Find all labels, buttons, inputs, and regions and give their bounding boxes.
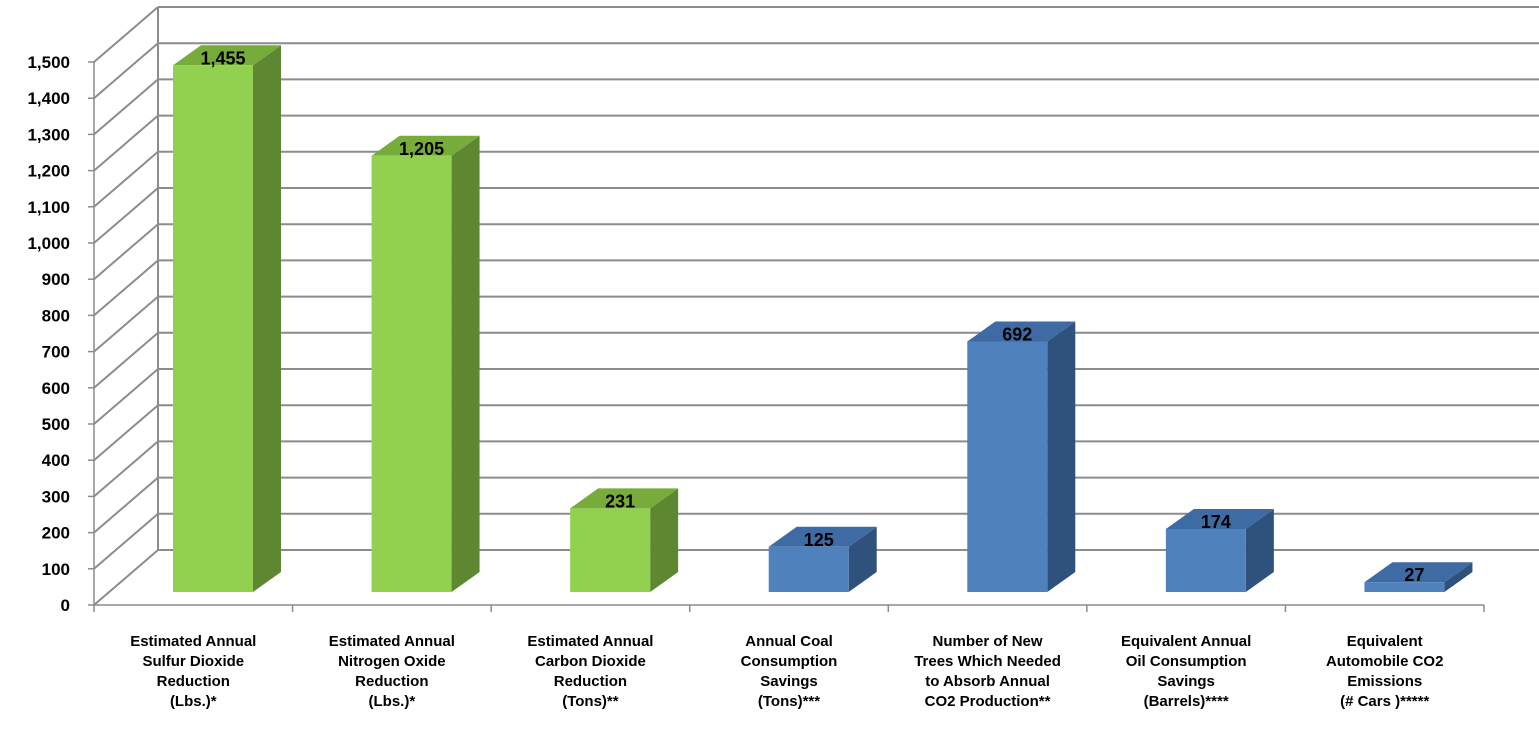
y-tick-label: 300 (42, 487, 70, 506)
x-tick-label-line: Savings (760, 673, 818, 690)
data-label: 1,455 (200, 48, 245, 68)
data-label: 27 (1404, 565, 1424, 585)
bar-top (371, 135, 480, 156)
y-tick-label: 400 (42, 451, 70, 470)
bar (967, 341, 1048, 592)
bar-side (650, 488, 679, 592)
gridline-side (93, 6, 159, 63)
bar-top (967, 321, 1076, 342)
x-tick-label-line: (Lbs.)* (368, 693, 416, 710)
x-tick-label-line: (Lbs.)* (169, 693, 217, 710)
x-tick-label-line: (Barrels)**** (1143, 693, 1229, 710)
x-tick-label-line: CO2 Production** (924, 693, 1051, 710)
x-tick-label-line: to Absorb Annual (925, 673, 1050, 690)
y-tick-label: 500 (42, 415, 70, 434)
bar (1165, 529, 1246, 592)
x-tick-label-line: (# Cars )***** (1340, 693, 1430, 710)
bar-side (1245, 509, 1274, 592)
x-tick-label-line: Nitrogen Oxide (338, 653, 446, 670)
bar-top (173, 45, 281, 66)
gridline-side (93, 440, 159, 498)
y-tick-label: 0 (61, 596, 70, 615)
x-tick-label-line: Automobile CO2 (1325, 653, 1444, 670)
y-tick-label: 1,100 (27, 198, 70, 217)
x-tick-label-line: (Tons)** (562, 693, 619, 710)
x-tick-label-line: Carbon Dioxide (534, 653, 646, 670)
data-label: 692 (1002, 324, 1032, 344)
data-label: 231 (605, 491, 635, 511)
gridline-side (93, 187, 159, 244)
gridline-side (93, 332, 159, 389)
data-label: 125 (804, 530, 834, 550)
y-tick-label: 1,200 (27, 162, 70, 181)
data-label: 174 (1201, 512, 1231, 532)
x-tick-label: Equivalent Automobile CO2 Emissions (# Cars… (1295, 632, 1475, 712)
x-tick-label-line: Estimated Annual (328, 633, 455, 650)
x-tick-label: Number of New Trees Which Needed to Absorb… (898, 632, 1078, 712)
bar-top (1364, 562, 1473, 583)
x-tick-label: Annual Coal Consumption Savings (Tons)*** (699, 632, 879, 712)
y-tick-label: 900 (42, 270, 70, 289)
x-tick-label-line: Savings (1157, 673, 1215, 690)
x-tick-label-line: Estimated Annual (130, 633, 257, 650)
y-tick-label: 200 (42, 524, 70, 543)
bar-side (1047, 321, 1076, 592)
y-tick-label: 1,400 (27, 89, 70, 108)
x-tick-label-line: Sulfur Dioxide (142, 653, 245, 670)
x-tick-label-line: Oil Consumption (1125, 653, 1247, 670)
bar (768, 546, 849, 592)
bar (371, 155, 452, 593)
x-tick-label-line: Reduction (553, 673, 628, 690)
x-tick-label-line: Annual Coal (745, 633, 833, 650)
bar (1364, 582, 1445, 592)
gridline-side (93, 404, 159, 461)
y-tick-label: 800 (42, 306, 70, 325)
x-tick-label-line: Number of New (932, 633, 1043, 650)
bar-side (1444, 562, 1473, 592)
x-tick-label-line: Equivalent (1346, 633, 1423, 650)
gridline-side (93, 151, 159, 208)
bar-side (253, 45, 281, 593)
bar-top (768, 526, 877, 547)
x-tick-label-line: Estimated Annual (527, 633, 654, 650)
x-tick-label-line: Consumption (740, 653, 838, 670)
data-label: 1,205 (399, 139, 444, 159)
gridline-side (93, 513, 159, 570)
gridline-side (93, 78, 159, 136)
bar (173, 65, 253, 593)
gridline-side (93, 368, 159, 425)
x-tick-label-line: Equivalent Annual (1120, 633, 1252, 650)
bar-side (451, 135, 480, 593)
x-tick-label-line: (Tons)*** (757, 693, 821, 710)
gridline-side (93, 223, 159, 280)
bar-side (848, 526, 877, 592)
gridline-side (93, 42, 159, 99)
bar-top (570, 488, 679, 509)
gridline-side (93, 114, 159, 172)
x-tick-label: Estimated Annual Nitrogen Oxide Reduction (… (302, 632, 482, 712)
y-tick-label: 700 (42, 343, 70, 362)
bar-top (1165, 509, 1274, 530)
y-tick-label: 1,500 (27, 53, 70, 72)
bar (570, 508, 651, 592)
gridline-side (93, 295, 159, 353)
gridline-side (93, 549, 159, 606)
x-tick-label-line: Trees Which Needed (914, 653, 1061, 670)
gridline-side (93, 476, 159, 534)
x-tick-label-line: Emissions (1347, 673, 1423, 690)
y-tick-label: 100 (42, 560, 70, 579)
x-tick-label: Estimated Annual Carbon Dioxide Reduction (… (500, 632, 680, 712)
y-tick-label: 1,300 (27, 125, 70, 144)
x-tick-label-line: Reduction (355, 673, 429, 690)
y-tick-label: 1,000 (27, 234, 70, 253)
gridline-side (93, 259, 159, 317)
x-tick-label: Equivalent Annual Oil Consumption Savings (… (1096, 632, 1276, 712)
x-tick-label: Estimated Annual Sulfur Dioxide Reduction (… (103, 632, 283, 712)
x-tick-label-line: Reduction (156, 673, 230, 690)
y-tick-label: 600 (42, 379, 70, 398)
